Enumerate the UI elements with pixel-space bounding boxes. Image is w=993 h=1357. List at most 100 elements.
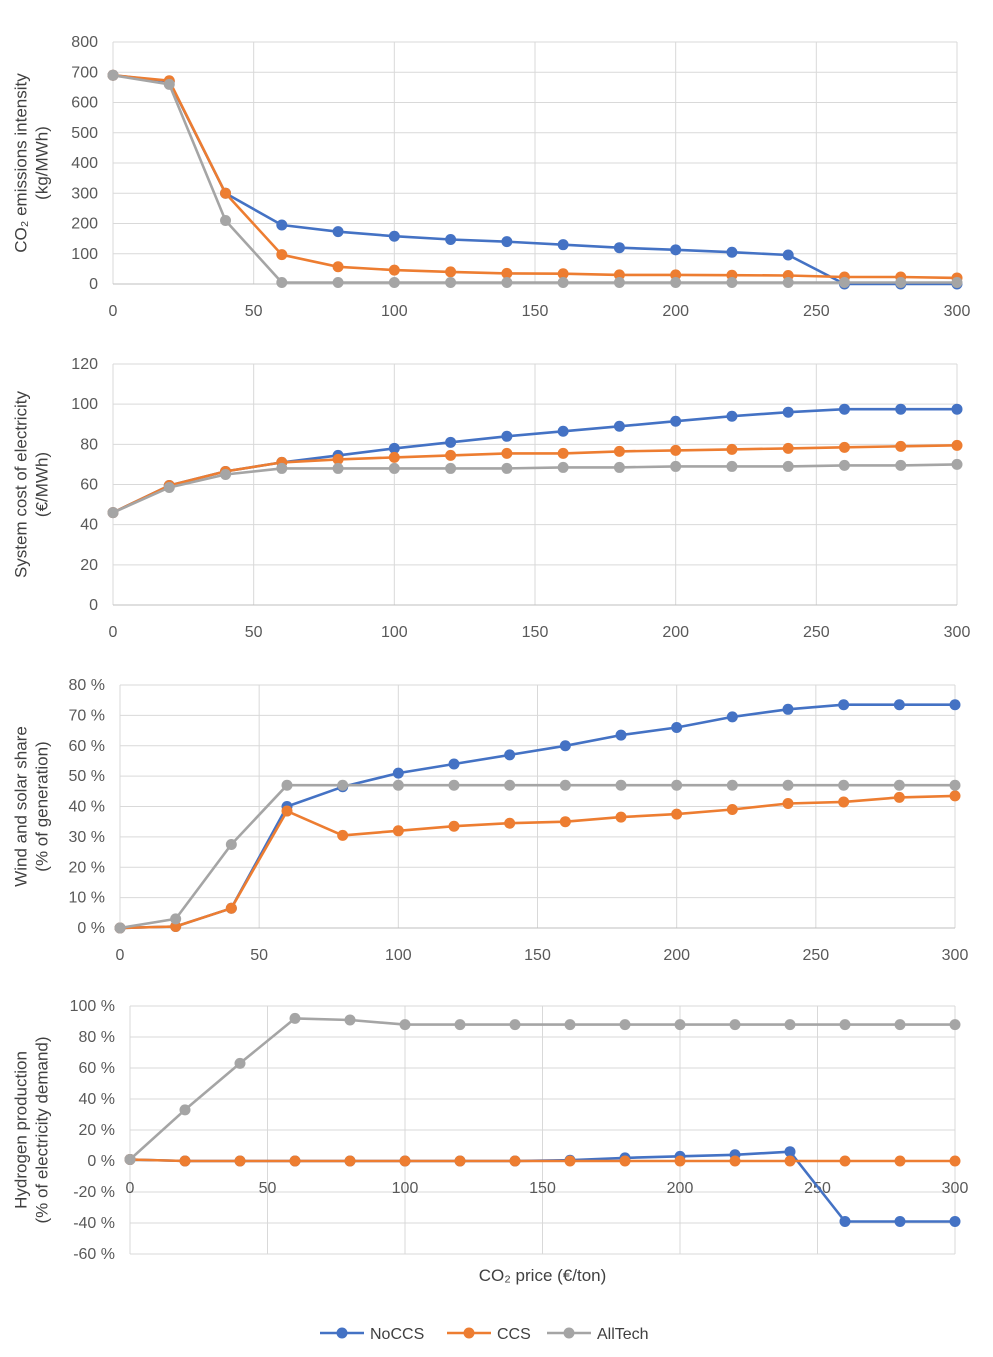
- x-tick-label: 250: [802, 947, 829, 964]
- data-point-alltech: [671, 779, 683, 791]
- data-point-alltech: [838, 779, 850, 791]
- y-tick-label: 100: [71, 396, 98, 413]
- data-point-ccs: [234, 1155, 246, 1167]
- x-tick-label: 0: [109, 303, 118, 320]
- data-point-ccs: [504, 817, 516, 829]
- x-tick-label: 0: [126, 1180, 135, 1197]
- data-point-ccs: [674, 1155, 686, 1167]
- data-point-noccs: [613, 420, 625, 432]
- data-point-ccs: [784, 1155, 796, 1167]
- data-point-noccs: [332, 226, 344, 238]
- data-point-alltech: [674, 1019, 686, 1031]
- data-point-alltech: [388, 462, 400, 474]
- data-point-alltech: [281, 779, 293, 791]
- x-tick-label: 0: [116, 947, 125, 964]
- data-point-ccs: [613, 269, 625, 281]
- data-point-alltech: [951, 276, 963, 288]
- data-point-alltech: [234, 1057, 246, 1069]
- x-tick-label: 250: [803, 303, 830, 320]
- data-point-alltech: [559, 779, 571, 791]
- y-tick-label: 60: [80, 477, 98, 494]
- data-point-alltech: [276, 276, 288, 288]
- data-point-ccs: [613, 445, 625, 457]
- legend: NoCCS CCS AllTech: [320, 1326, 649, 1343]
- series-line-alltech: [112, 463, 958, 514]
- data-point-noccs: [838, 699, 850, 711]
- data-point-alltech: [557, 461, 569, 473]
- x-axis-label: CO₂ price (€/ton): [479, 1266, 607, 1285]
- data-point-alltech: [509, 1019, 521, 1031]
- data-point-alltech: [838, 459, 850, 471]
- data-point-alltech: [388, 276, 400, 288]
- data-point-ccs: [399, 1155, 411, 1167]
- data-point-ccs: [170, 920, 182, 932]
- x-tick-label: 300: [944, 624, 971, 641]
- y-tick-label: 20 %: [79, 1122, 115, 1139]
- data-point-noccs: [784, 1146, 796, 1158]
- data-point-alltech: [729, 1019, 741, 1031]
- data-point-alltech: [276, 462, 288, 474]
- x-tick-label: 150: [522, 303, 549, 320]
- y-axis-label: System cost of electricity (€/MWh): [11, 390, 51, 578]
- data-point-ccs: [559, 816, 571, 828]
- data-point-ccs: [276, 249, 288, 261]
- legend-label-ccs: CCS: [497, 1326, 531, 1343]
- data-point-alltech: [392, 779, 404, 791]
- series-line-ccs: [112, 74, 958, 280]
- data-point-alltech: [163, 78, 175, 90]
- y-tick-label: 0: [89, 597, 98, 614]
- data-point-ccs: [454, 1155, 466, 1167]
- x-tick-label: 50: [250, 947, 268, 964]
- data-point-noccs: [949, 1215, 961, 1227]
- data-point-alltech: [615, 779, 627, 791]
- data-point-ccs: [838, 441, 850, 453]
- x-tick-label: 50: [245, 624, 263, 641]
- x-tick-label: 200: [667, 1180, 694, 1197]
- legend-marker-ccs: [463, 1327, 475, 1339]
- x-tick-label: 200: [662, 303, 689, 320]
- data-point-ccs: [615, 811, 627, 823]
- data-point-alltech: [445, 462, 457, 474]
- data-point-ccs: [782, 797, 794, 809]
- data-point-ccs: [332, 261, 344, 273]
- data-point-alltech: [838, 276, 850, 288]
- data-point-ccs: [557, 268, 569, 280]
- y-tick-label: 40 %: [69, 799, 105, 816]
- data-point-ccs: [949, 790, 961, 802]
- y-tick-label: 20: [80, 557, 98, 574]
- wind-solar-share-chart: 0 % 10 % 20 % 30 % 40 % 50 % 60 % 70 % 80 % 0 50 10…: [11, 677, 968, 964]
- data-point-ccs: [670, 444, 682, 456]
- x-tick-label: 100: [385, 947, 412, 964]
- y-tick-label: 400: [71, 155, 98, 172]
- x-tick-label: 300: [942, 947, 969, 964]
- data-point-noccs: [501, 430, 513, 442]
- data-point-alltech: [107, 507, 119, 519]
- data-point-noccs: [726, 410, 738, 422]
- data-point-noccs: [557, 239, 569, 251]
- data-point-alltech: [726, 276, 738, 288]
- data-point-noccs: [388, 442, 400, 454]
- data-point-ccs: [893, 791, 905, 803]
- data-point-noccs: [445, 436, 457, 448]
- data-point-alltech: [782, 779, 794, 791]
- series-line-ccs: [119, 794, 956, 930]
- y-tick-label: 20 %: [69, 859, 105, 876]
- data-point-noccs: [895, 403, 907, 415]
- y-tick-label: -40 %: [73, 1215, 115, 1232]
- data-point-noccs: [894, 1215, 906, 1227]
- data-point-alltech: [670, 276, 682, 288]
- data-point-alltech: [445, 276, 457, 288]
- x-tick-label: 300: [944, 303, 971, 320]
- data-point-alltech: [949, 779, 961, 791]
- data-point-ccs: [281, 805, 293, 817]
- y-tick-label: 10 %: [69, 890, 105, 907]
- data-point-alltech: [613, 461, 625, 473]
- y-tick-label: 100: [71, 246, 98, 263]
- y-tick-label: 100 %: [70, 998, 115, 1015]
- y-tick-label: 0 %: [87, 1153, 115, 1170]
- data-point-alltech: [107, 69, 119, 81]
- data-point-noccs: [448, 758, 460, 770]
- y-tick-label: 70 %: [69, 707, 105, 724]
- data-point-alltech: [839, 1019, 851, 1031]
